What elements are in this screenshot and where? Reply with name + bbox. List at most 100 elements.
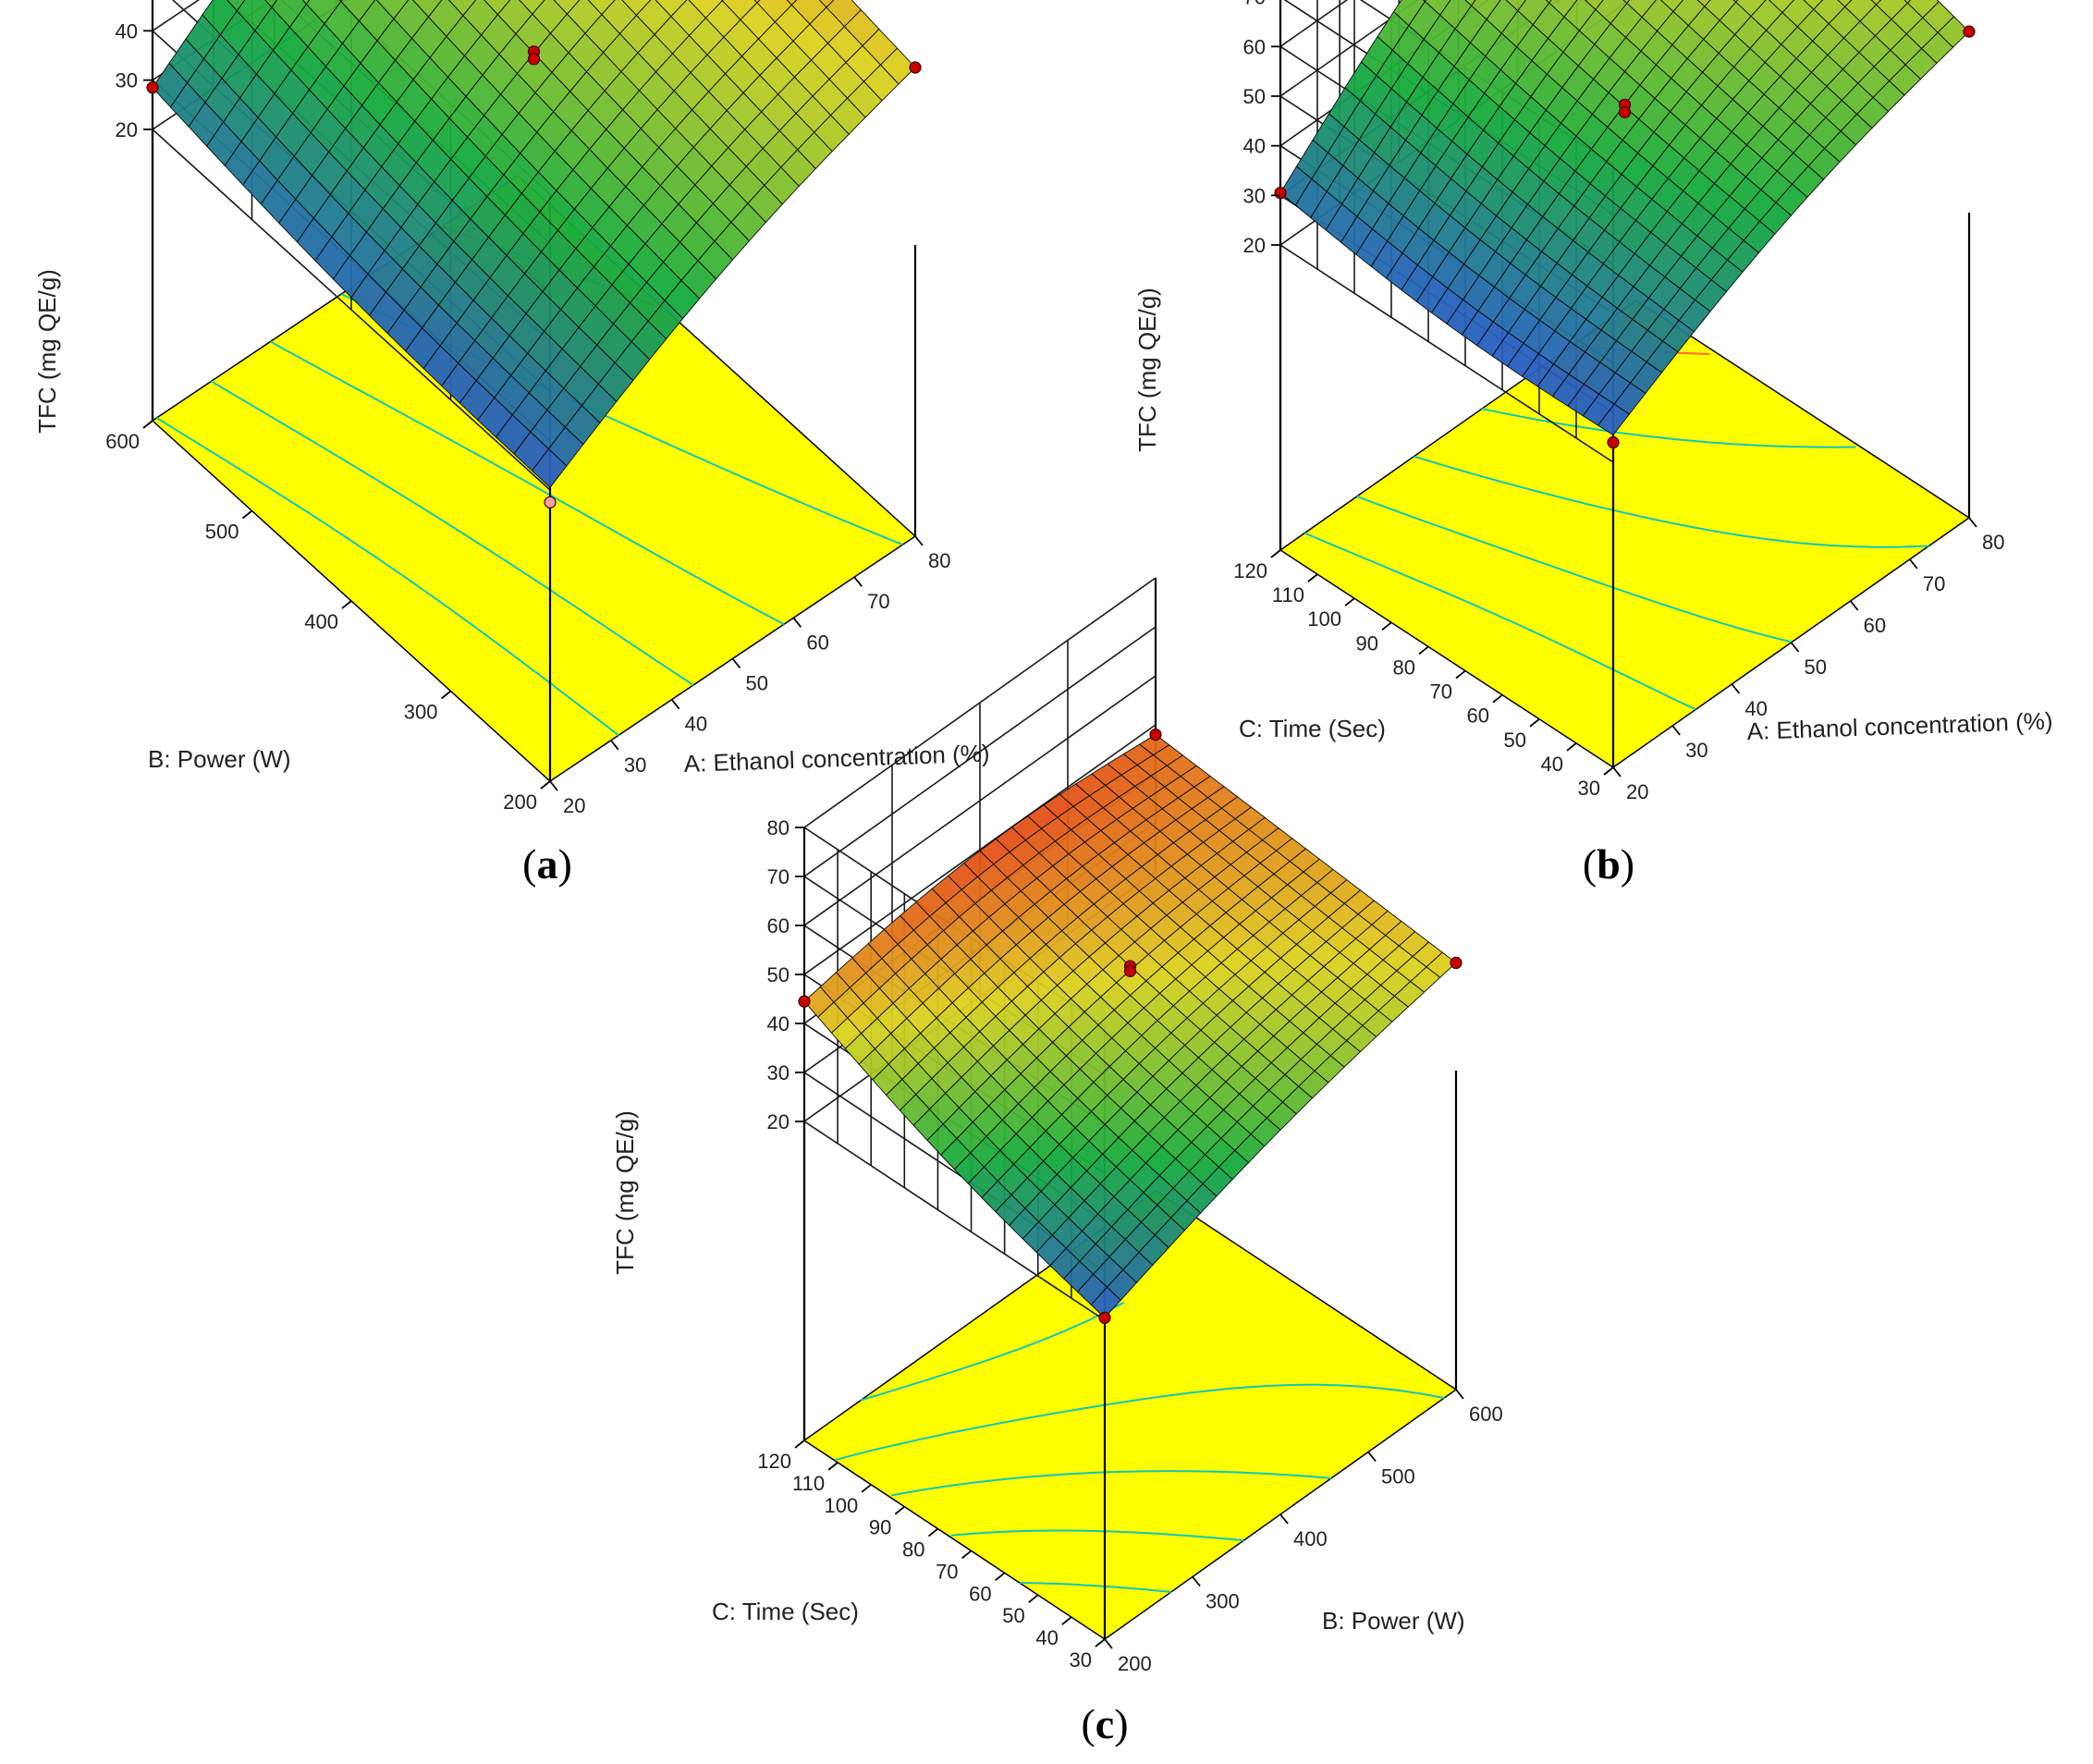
surface-cell (226, 0, 246, 12)
design-point (1123, 964, 1137, 977)
design-point (527, 53, 541, 66)
x-tick-label: 200 (1118, 1652, 1152, 1675)
z-tick-label: 40 (116, 19, 138, 43)
x-tick-label: 30 (1685, 739, 1707, 762)
surface-cell (1903, 0, 1912, 4)
z-tick-label: 50 (1243, 85, 1266, 108)
contour-line (1356, 496, 1793, 643)
x-tick-label: 300 (1206, 1590, 1240, 1613)
y-tick-label: 200 (503, 790, 537, 814)
x-tick-label: 600 (1469, 1403, 1503, 1426)
y-axis-ticks: 200 300 400 500 600 (105, 420, 551, 814)
surface-cell (1622, 0, 1631, 5)
y-tick-label: 80 (902, 1538, 924, 1562)
x-tick-label: 70 (1923, 572, 1945, 595)
z-tick-label: 40 (1243, 135, 1266, 158)
y-tick-label: 90 (1356, 631, 1378, 655)
x-axis-title: A: Ethanol concentration (%) (1746, 706, 2053, 745)
x-tick-label: 60 (806, 631, 828, 654)
y-tick-label: 40 (1541, 753, 1563, 776)
design-point (1618, 105, 1632, 118)
z-axis-title: TFC (mg QE/g) (611, 1110, 639, 1275)
y-tick-label: 500 (205, 521, 239, 544)
z-tick-label: 70 (767, 865, 789, 888)
surface-cell (1837, 0, 1853, 8)
floor-contours (834, 1301, 1445, 1593)
contour-line (890, 1470, 1332, 1497)
surface-cell (818, 0, 835, 8)
design-point (1149, 728, 1162, 741)
x-tick-label: 50 (746, 672, 768, 695)
contour-line (950, 1529, 1244, 1542)
y-tick-label: 70 (1430, 680, 1452, 704)
y-tick-label: 80 (1393, 655, 1415, 679)
design-point (1607, 435, 1620, 449)
surface-cell (531, 447, 568, 488)
contour-line (155, 417, 619, 737)
surface-cell (1597, 403, 1631, 436)
x-axis-title: A: Ethanol concentration (%) (683, 739, 990, 778)
design-point (544, 496, 557, 508)
contour-line (1414, 455, 1929, 548)
z-tick-label: 30 (1243, 184, 1266, 207)
response-surface (152, 0, 916, 488)
contour-line (1304, 532, 1696, 711)
z-tick-label: 30 (767, 1061, 789, 1084)
z-tick-label: 20 (116, 118, 138, 141)
z-axis-title: TFC (mg QE/g) (33, 269, 61, 434)
y-tick-label: 120 (757, 1450, 791, 1473)
x-tick-label: 400 (1293, 1527, 1328, 1550)
surface-cell (1803, 0, 1824, 10)
x-tick-label: 20 (1626, 780, 1648, 803)
design-point (146, 81, 159, 94)
surface-cell (786, 0, 798, 6)
z-tick-label: 30 (116, 69, 138, 92)
floor-contours (1304, 345, 1929, 711)
x-tick-label: 80 (1982, 531, 2004, 554)
y-axis-title: C: Time (Sec) (1239, 715, 1386, 742)
x-tick-label: 70 (867, 590, 889, 613)
design-points (146, 45, 922, 508)
x-tick-label: 500 (1381, 1465, 1415, 1488)
panel-label: (a) (522, 840, 572, 888)
surface-cell (753, 0, 761, 4)
z-tick-label: 80 (767, 816, 789, 839)
y-axis-title: C: Time (Sec) (712, 1598, 859, 1625)
panel-label: (b) (1583, 840, 1634, 888)
design-point (1274, 187, 1287, 200)
design-point (1450, 956, 1463, 970)
y-tick-label: 100 (1307, 607, 1341, 631)
x-tick-label: 60 (1864, 614, 1886, 637)
z-tick-label: 50 (767, 963, 789, 986)
y-tick-label: 400 (304, 610, 338, 633)
contour-line (860, 1301, 1125, 1402)
contour-line (1019, 1582, 1172, 1593)
surface-cell (1090, 1286, 1121, 1318)
x-axis-ticks: 20 30 40 50 60 70 80 (1612, 517, 2004, 803)
z-tick-label: 20 (1243, 234, 1266, 257)
z-tick-label: 60 (1243, 35, 1266, 58)
y-tick-label: 60 (1467, 704, 1489, 728)
x-tick-label: 50 (1805, 655, 1827, 679)
contour-line (1481, 408, 1856, 448)
y-tick-label: 600 (105, 430, 140, 453)
x-axis-ticks: 200 300 400 500 600 (1104, 1389, 1503, 1675)
contour-line (210, 380, 694, 686)
x-axis-ticks: 20 30 40 50 60 70 80 (549, 535, 950, 817)
y-tick-label: 110 (1272, 583, 1304, 606)
contour-line (834, 1383, 1445, 1462)
design-point (798, 995, 811, 1008)
design-points (798, 728, 1463, 1324)
panel-label: (c) (1081, 1700, 1128, 1747)
z-tick-label: 70 (1243, 0, 1266, 9)
z-tick-label: 60 (767, 914, 789, 937)
surface-cell (1870, 0, 1882, 6)
surface-cell (264, 0, 278, 8)
y-tick-label: 90 (869, 1516, 891, 1539)
